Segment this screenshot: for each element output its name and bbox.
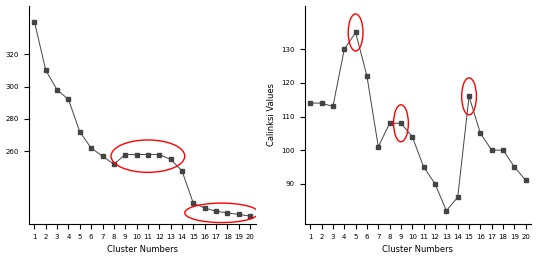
X-axis label: Cluster Numbers: Cluster Numbers <box>382 245 454 255</box>
Y-axis label: Calinksi Values: Calinksi Values <box>267 83 276 146</box>
X-axis label: Cluster Numbers: Cluster Numbers <box>107 245 178 255</box>
